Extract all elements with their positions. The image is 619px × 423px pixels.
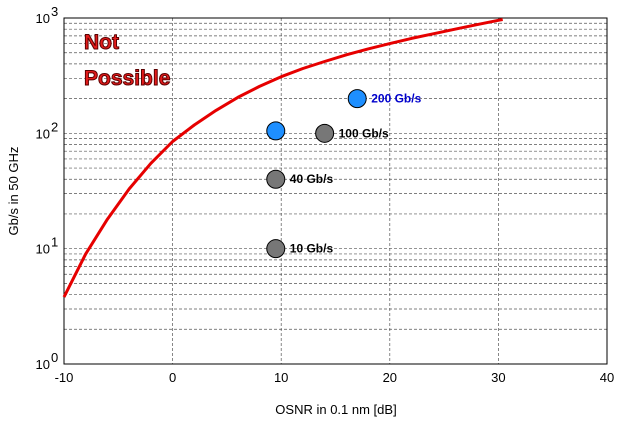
x-tick-label: 30 bbox=[491, 370, 505, 385]
data-point-label: 100 Gb/s bbox=[339, 126, 389, 140]
x-tick-label: 10 bbox=[274, 370, 288, 385]
points-layer: 10 Gb/s 40 Gb/s 100 Gb/s 200 Gb/s bbox=[266, 89, 422, 259]
x-tick-label: 0 bbox=[169, 370, 176, 385]
data-point bbox=[266, 121, 286, 141]
y-tick-exponent: 2 bbox=[51, 119, 58, 134]
y-tick-label: 10 bbox=[36, 126, 50, 141]
data-point-label: 40 Gb/s bbox=[290, 172, 334, 186]
y-tick-exponent: 1 bbox=[51, 235, 58, 250]
data-point bbox=[266, 169, 286, 189]
y-tick-exponent: 3 bbox=[51, 4, 58, 19]
data-point bbox=[266, 239, 286, 259]
y-tick-label: 10 bbox=[36, 11, 50, 26]
y-tick-exponent: 0 bbox=[51, 350, 58, 365]
y-tick-label: 10 bbox=[36, 357, 50, 372]
annotation-possible: Possible bbox=[84, 67, 170, 90]
data-point-label: 10 Gb/s bbox=[290, 242, 334, 256]
x-axis-label: OSNR in 0.1 nm [dB] bbox=[275, 402, 396, 417]
annotation-not: Not bbox=[84, 31, 119, 54]
data-point bbox=[315, 123, 335, 143]
data-point bbox=[347, 89, 367, 109]
plot-frame bbox=[63, 17, 608, 365]
x-tick-label: 40 bbox=[600, 370, 614, 385]
x-tick-label: -10 bbox=[55, 370, 74, 385]
grid bbox=[64, 18, 607, 364]
data-point-label: 200 Gb/s bbox=[371, 92, 421, 106]
limit-curve bbox=[62, 18, 503, 298]
y-axis-label: Gb/s in 50 GHz bbox=[6, 147, 21, 236]
plot-background bbox=[64, 18, 607, 364]
y-tick-label: 10 bbox=[36, 242, 50, 257]
curve-layer bbox=[62, 18, 503, 298]
x-tick-label: 20 bbox=[383, 370, 397, 385]
